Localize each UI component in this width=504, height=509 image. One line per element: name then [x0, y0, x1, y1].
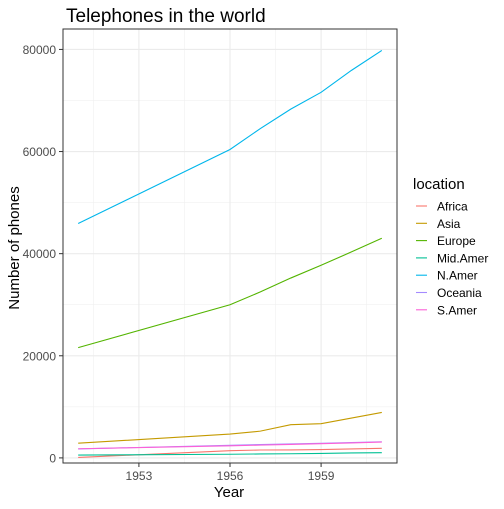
y-tick-label: 80000 [23, 43, 57, 57]
y-tick-label: 40000 [23, 247, 57, 261]
x-tick-label: 1959 [308, 469, 335, 483]
legend: location Africa Asia Europe Mid.Amer N.Amer O… [413, 176, 488, 317]
y-tick-label: 0 [49, 451, 56, 465]
legend-label: S.Amer [437, 303, 477, 317]
legend-label: Asia [437, 217, 461, 231]
series-line-africa [78, 447, 382, 458]
y-axis-label: Number of phones [6, 186, 23, 309]
y-tick-label: 20000 [23, 349, 57, 363]
y-tick-label: 60000 [23, 145, 57, 159]
legend-label: Africa [437, 200, 468, 214]
series-line-europe [78, 237, 383, 349]
x-axis-label: Year [214, 484, 244, 501]
series-line-mid-amer [78, 452, 382, 456]
legend-label: Oceania [437, 286, 482, 300]
legend-label: Mid.Amer [437, 251, 488, 265]
legend-label: N.Amer [437, 269, 478, 283]
chart-title: Telephones in the world [66, 6, 266, 27]
x-tick-label: 1953 [126, 469, 153, 483]
plot-area: 0 20000 40000 60000 80000 1953 1956 1959 [23, 28, 398, 483]
series-line-asia [78, 411, 382, 444]
series-line-s-amer [78, 441, 382, 450]
legend-label: Europe [437, 234, 476, 248]
x-tick-label: 1956 [217, 469, 244, 483]
series-line-n-amer [77, 49, 383, 225]
legend-title: location [413, 176, 465, 193]
